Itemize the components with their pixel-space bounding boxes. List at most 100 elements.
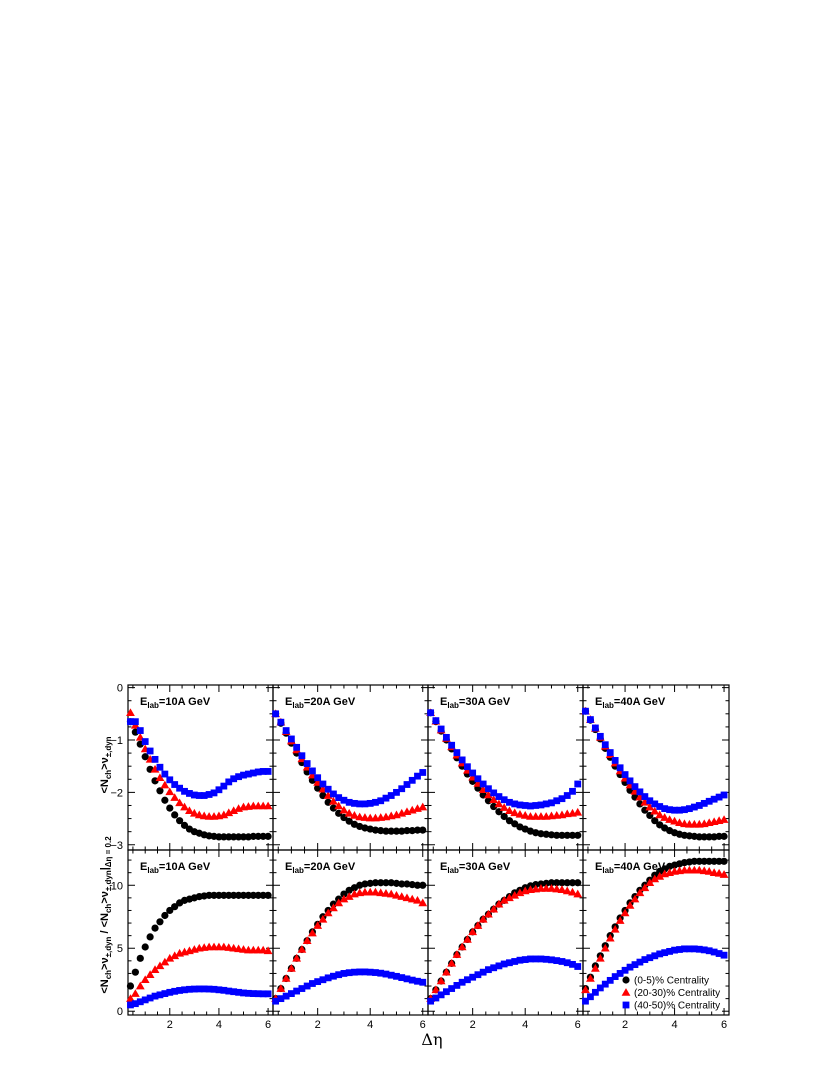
data-point — [511, 958, 519, 965]
data-point — [720, 791, 728, 799]
data-point — [286, 963, 296, 972]
x-tick-label: 6 — [575, 1019, 581, 1031]
data-point — [414, 977, 421, 985]
data-point — [671, 806, 678, 814]
data-point — [631, 783, 639, 791]
data-point — [314, 978, 322, 986]
panel-bottom-1: 2 4 6 0 5 10 Elab=10A GeV — [111, 849, 274, 1031]
data-point — [355, 812, 365, 821]
data-point — [205, 791, 213, 798]
data-point — [611, 973, 619, 980]
x-axis-title: Δη — [421, 1030, 442, 1049]
data-point — [135, 981, 145, 990]
panel-label-main: E — [285, 696, 292, 708]
data-point — [302, 936, 312, 944]
data-point — [671, 946, 678, 954]
data-point — [670, 816, 679, 825]
data-point — [303, 982, 311, 990]
data-point — [249, 769, 257, 777]
data-point — [700, 833, 708, 841]
data-point — [499, 803, 509, 811]
bottom-y-title-c-sub: ch — [104, 904, 113, 913]
data-point — [458, 756, 466, 764]
data-point — [581, 985, 590, 994]
panel-label-sub: lab — [147, 866, 159, 875]
data-point — [171, 811, 179, 819]
data-point — [463, 935, 472, 943]
data-point — [520, 811, 530, 819]
data-point — [448, 741, 456, 749]
data-point — [176, 784, 184, 792]
panel-top-4: Elab=40A GeV — [581, 684, 730, 851]
data-point — [136, 998, 144, 1006]
data-point — [484, 790, 493, 799]
data-point — [715, 793, 723, 801]
data-point — [606, 749, 614, 756]
data-point — [720, 832, 728, 840]
data-point — [235, 773, 242, 781]
data-point — [479, 780, 487, 788]
data-point — [620, 908, 630, 917]
data-point — [189, 808, 199, 817]
data-point — [407, 894, 417, 903]
data-point — [646, 797, 654, 805]
panel-top-2: Elab=20A GeV — [271, 684, 429, 851]
data-point — [181, 787, 188, 795]
data-point — [190, 791, 198, 799]
data-point — [586, 974, 595, 982]
data-point — [681, 806, 688, 814]
data-point — [130, 989, 140, 997]
data-point — [473, 921, 483, 929]
data-point — [516, 956, 524, 964]
x-tick-label: 2 — [470, 1019, 476, 1031]
data-point — [264, 990, 272, 998]
data-point — [319, 976, 327, 984]
data-point — [414, 772, 421, 780]
data-point — [298, 985, 306, 992]
panel-label-main: E — [285, 861, 292, 873]
series-2 — [426, 884, 583, 1002]
data-point — [542, 800, 550, 808]
data-point — [335, 809, 343, 817]
data-point — [340, 970, 348, 977]
data-point — [166, 804, 174, 812]
panel-label-rest: =10A GeV — [159, 696, 211, 708]
y-tick-label: 10 — [111, 880, 123, 892]
legend-marker-triangle — [621, 988, 631, 996]
panel-label-rest: =40A GeV — [614, 696, 666, 708]
data-point — [127, 1001, 134, 1009]
legend-label: (20-30)% Centrality — [634, 988, 720, 999]
data-point — [160, 957, 170, 966]
data-point — [161, 911, 169, 920]
data-point — [547, 831, 556, 839]
data-point — [442, 988, 450, 996]
data-point — [156, 991, 164, 999]
data-point — [309, 980, 316, 987]
panel-label-main: E — [440, 696, 447, 708]
data-point — [155, 773, 165, 782]
data-point — [500, 796, 508, 804]
data-point — [521, 956, 529, 963]
data-point — [511, 800, 519, 808]
data-point — [225, 778, 233, 786]
data-point — [600, 943, 610, 952]
data-point — [705, 947, 713, 955]
data-point — [715, 857, 723, 865]
data-point — [690, 857, 698, 865]
y-tick-label: 0 — [117, 683, 123, 695]
data-point — [478, 914, 488, 923]
data-point — [314, 784, 322, 792]
data-point — [596, 732, 604, 740]
bottom-y-title-b-sub: ±,dyn — [104, 936, 113, 957]
data-point — [382, 879, 390, 887]
data-point — [351, 968, 358, 976]
data-point — [469, 973, 477, 981]
data-point — [263, 801, 273, 810]
x-tick-label: 4 — [216, 1019, 222, 1031]
data-point — [276, 984, 286, 992]
data-point — [398, 785, 406, 793]
data-point — [720, 951, 728, 959]
data-point — [432, 717, 440, 725]
data-point — [582, 707, 589, 715]
